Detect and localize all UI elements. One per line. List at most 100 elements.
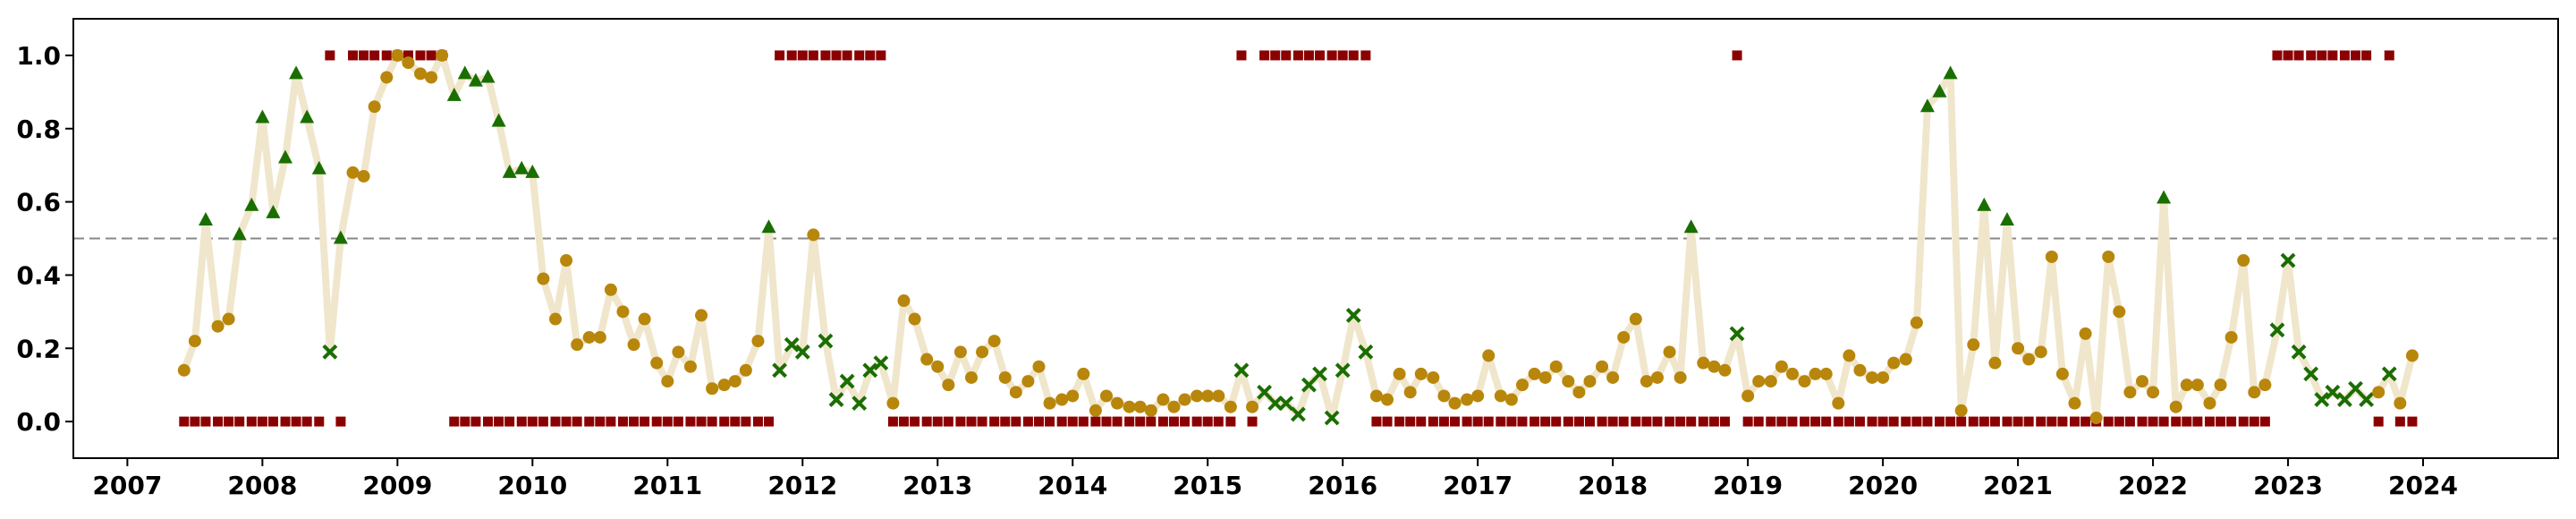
data-point-circle [627,338,640,352]
flag-square [1112,416,1123,427]
flag-square [1719,416,1730,427]
flag-square [1438,416,1449,427]
flag-square [899,416,910,427]
flag-square [1956,416,1967,427]
data-point-circle [1403,386,1417,399]
data-point-circle [1515,379,1529,392]
flag-square [584,416,595,427]
x-tick-label: 2013 [902,471,972,500]
data-point-circle [1775,360,1788,373]
data-point-circle [2135,375,2148,388]
data-point-circle [1843,349,1856,362]
data-point-circle [965,370,979,384]
data-point-circle [1144,404,1157,417]
data-point-circle [1899,353,1912,366]
flag-square [2327,50,2338,61]
flag-square [2226,416,2237,427]
data-point-circle [739,363,752,377]
flag-square [369,50,380,61]
flag-square [1631,416,1641,427]
flag-square [730,416,741,427]
x-tick-label: 2008 [227,471,297,500]
data-point-circle [717,379,731,392]
x-tick-label: 2017 [1443,471,1513,500]
data-point-circle [2102,250,2115,263]
data-point-circle [593,330,606,344]
flag-square [2103,416,2114,427]
flag-square [1247,416,1258,427]
flag-square [2023,416,2034,427]
flag-square [1124,416,1135,427]
data-point-circle [2180,379,2193,392]
data-point-cross [2348,380,2363,396]
data-point-circle [683,360,697,373]
flag-square [876,50,886,61]
data-point-circle [1752,375,1766,388]
flag-square [865,50,876,61]
data-point-circle [1393,367,1406,380]
flag-square [1090,416,1101,427]
data-point-triangle [244,197,259,211]
flag-square [246,416,257,427]
data-point-cross [1729,326,1745,342]
data-point-circle [706,382,719,396]
data-point-circle [1877,370,1890,384]
flag-square [460,416,470,427]
data-point-circle [1650,370,1664,384]
flag-square [2339,50,2350,61]
flag-square [1618,416,1629,427]
flag-square [1517,416,1528,427]
flag-square [2114,416,2124,427]
flag-square [2394,416,2405,427]
flag-square [550,416,561,427]
x-tick-label: 2020 [1848,471,1918,500]
flag-square [1989,416,2000,427]
flag-square [2407,416,2418,427]
flag-square [1405,416,1416,427]
data-point-triangle [457,65,472,80]
flag-square [1573,416,1584,427]
flag-square [2283,50,2293,61]
flag-square [1496,416,1506,427]
flag-square [1675,416,1686,427]
data-point-circle [953,345,967,359]
data-point-circle [1111,396,1124,410]
flag-square [955,416,966,427]
data-point-circle [1583,375,1597,388]
data-point-circle [357,169,370,183]
data-point-circle [537,272,550,285]
data-point-circle [1224,400,1237,413]
data-point-circle [177,363,191,377]
data-point-circle [1167,400,1181,413]
flag-square [651,416,662,427]
flag-square [1101,416,1112,427]
data-point-circle [1414,367,1428,380]
flag-square [200,416,211,427]
data-point-triangle [232,226,247,241]
flag-square [1382,416,1393,427]
flag-square [1686,416,1697,427]
flag-square [561,416,572,427]
data-point-triangle [199,212,213,225]
flag-square [572,416,582,427]
y-tick-label: 0.2 [16,334,61,363]
data-point-cross [1312,366,1327,382]
data-point-circle [751,335,765,348]
flag-square [1551,416,1562,427]
data-point-circle [1572,386,1586,399]
data-point-circle [1178,393,1191,406]
x-tick-label: 2023 [2253,471,2323,500]
data-point-circle [436,48,449,62]
plot-frame [72,18,2559,459]
flag-square [741,416,751,427]
data-point-circle [391,48,404,62]
flag-square [1800,416,1810,427]
data-point-circle [1212,389,1225,403]
data-point-triangle [289,65,304,80]
flag-square [1776,416,1787,427]
flag-square [1979,416,1989,427]
data-point-circle [2372,386,2385,399]
flag-square [1360,50,1371,61]
data-point-circle [2169,400,2182,413]
flag-square [943,416,953,427]
